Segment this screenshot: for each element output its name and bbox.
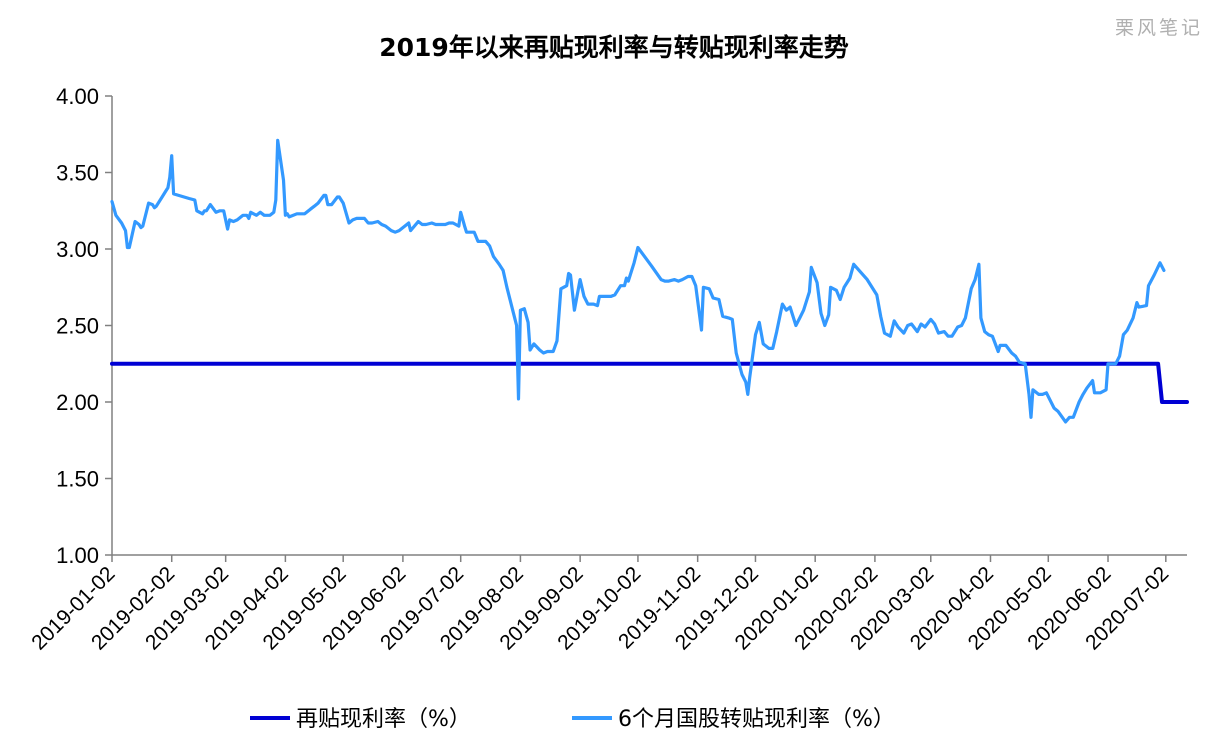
series-line-6m-discount-rate	[110, 138, 1166, 424]
y-tick-label: 2.50	[56, 314, 99, 339]
chart-title: 2019年以来再贴现利率与转贴现利率走势	[379, 33, 849, 62]
series-group	[110, 138, 1189, 424]
y-tick-label: 2.00	[56, 390, 99, 415]
plot-area: 1.00 1.50 2.00 2.50 3.00 3.50 4.00 2019-01-022…	[27, 84, 1189, 654]
x-axis-ticks: 2019-01-022019-02-022019-03-022019-04-02…	[27, 555, 1173, 654]
watermark: 栗风笔记	[1115, 17, 1203, 39]
y-tick-label: 3.00	[56, 237, 99, 262]
series-line-rediscount-rate	[110, 361, 1189, 404]
legend: 再贴现利率（%） 6个月国股转贴现利率（%）	[250, 707, 895, 732]
legend-label-rediscount: 再贴现利率（%）	[296, 707, 471, 732]
legend-label-discount: 6个月国股转贴现利率（%）	[618, 707, 895, 732]
legend-item-discount: 6个月国股转贴现利率（%）	[572, 707, 895, 732]
y-tick-label: 3.50	[56, 161, 99, 186]
y-tick-label: 1.00	[56, 543, 99, 568]
y-tick-label: 4.00	[56, 84, 99, 109]
y-tick-label: 1.50	[56, 467, 99, 492]
y-axis-ticks: 1.00 1.50 2.00 2.50 3.00 3.50 4.00	[56, 84, 112, 568]
legend-item-rediscount: 再贴现利率（%）	[250, 707, 471, 732]
